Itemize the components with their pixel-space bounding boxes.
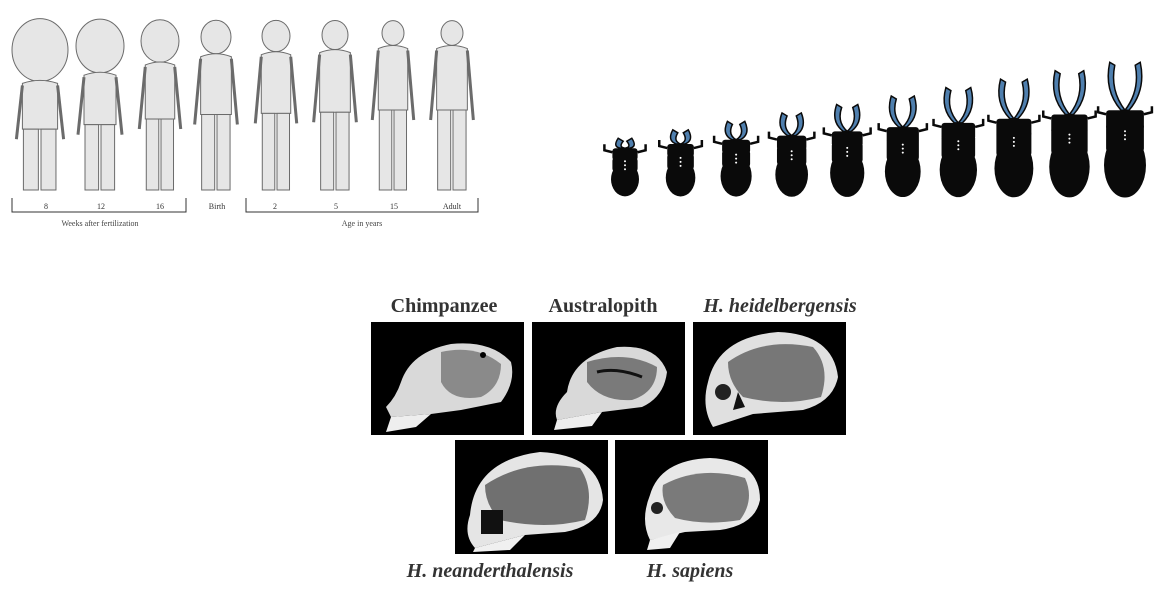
human-growth-figure: 8 12 16 Birth 2 5 15 Adult Weeks after f… [0, 0, 490, 230]
stage-label-16-weeks: 16 [156, 202, 164, 211]
beetle-9 [1041, 69, 1097, 198]
skull-image-chimpanzee [371, 322, 524, 435]
beetle-4 [767, 111, 816, 197]
skull-image-h-heidelbergensis [693, 322, 846, 435]
skull-title-h-neanderthalensis: H. neanderthalensis [406, 560, 574, 582]
stage-label-birth: Birth [208, 202, 226, 211]
human-figure-3 [137, 19, 183, 191]
skull-image-h-neanderthalensis [455, 440, 608, 554]
beetle-10 [1096, 61, 1154, 198]
skull-comparison-figure: Chimpanzee Australopith H. heidelbergens… [360, 290, 880, 590]
stage-label-adult: Adult [442, 202, 462, 211]
beetle-series-figure [595, 20, 1169, 210]
beetle-7 [932, 86, 985, 198]
beetle-series-drawing [603, 61, 1154, 198]
beetle-6 [877, 94, 929, 198]
prenatal-bracket [11, 198, 187, 213]
human-figure-6 [312, 19, 358, 191]
stage-label-5-years: 5 [334, 202, 338, 211]
human-figure-8 [429, 20, 475, 191]
skull-image-h-sapiens [615, 440, 768, 554]
human-figure-2 [75, 18, 125, 191]
skull-title-australopith: Australopith [548, 295, 658, 317]
australopith-skull-drawing [554, 346, 667, 430]
postnatal-caption: Age in years [341, 219, 383, 228]
human-figure-7 [370, 20, 416, 191]
human-figure-1 [11, 18, 69, 191]
chimpanzee-skull-drawing [386, 343, 513, 432]
prenatal-caption: Weeks after fertilization [61, 219, 139, 228]
stage-label-12-weeks: 12 [97, 202, 105, 211]
skull-image-australopith [532, 322, 685, 435]
human-growth-drawing [11, 18, 479, 213]
beetle-2 [658, 128, 704, 197]
h-neanderthalensis-skull-drawing [467, 452, 603, 552]
skull-title-h-sapiens: H. sapiens [646, 560, 734, 582]
stage-label-8-weeks: 8 [44, 202, 48, 211]
human-figure-5 [253, 19, 299, 191]
h-heidelbergensis-skull-drawing [705, 332, 838, 427]
human-figure-4 [193, 19, 239, 191]
beetle-5 [822, 103, 872, 197]
skull-title-h-heidelbergensis: H. heidelbergensis [703, 295, 857, 317]
beetle-8 [987, 77, 1041, 198]
skull-title-chimpanzee: Chimpanzee [390, 295, 498, 317]
h-sapiens-skull-drawing [645, 458, 760, 550]
beetle-1 [603, 137, 647, 197]
stage-label-2-years: 2 [273, 202, 277, 211]
postnatal-bracket [245, 198, 479, 213]
stage-label-15-years: 15 [390, 202, 398, 211]
beetle-3 [712, 120, 760, 197]
